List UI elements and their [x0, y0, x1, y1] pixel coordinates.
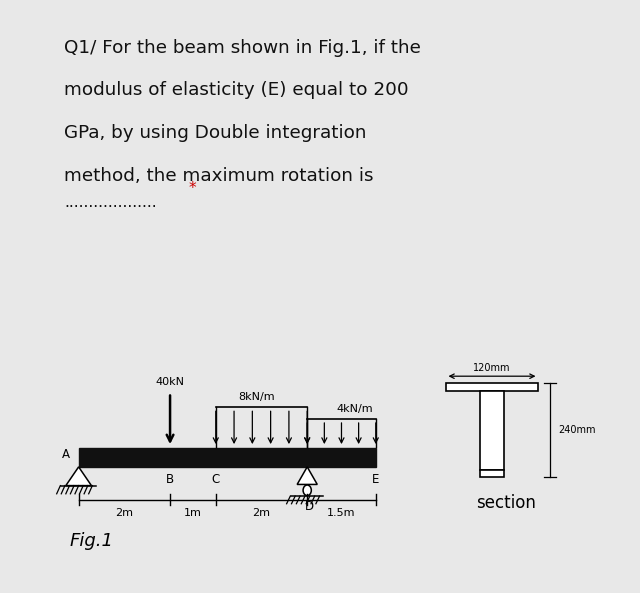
Text: *: * — [189, 181, 196, 196]
Circle shape — [303, 485, 311, 496]
Text: B: B — [166, 473, 174, 486]
Text: ...................: ................... — [64, 195, 157, 209]
Text: GPa, by using Double integration: GPa, by using Double integration — [64, 124, 367, 142]
Bar — [481, 391, 504, 470]
Bar — [481, 470, 504, 477]
Text: 1m: 1m — [184, 508, 202, 518]
Text: A: A — [63, 448, 70, 461]
Text: method, the maximum rotation is: method, the maximum rotation is — [64, 167, 374, 184]
Text: 2m: 2m — [115, 508, 133, 518]
Bar — [445, 383, 538, 391]
Polygon shape — [66, 467, 92, 486]
Text: Fig.1: Fig.1 — [70, 532, 113, 550]
Text: Q1/ For the beam shown in Fig.1, if the: Q1/ For the beam shown in Fig.1, if the — [64, 39, 421, 56]
Text: D: D — [305, 500, 314, 513]
Text: modulus of elasticity (E) equal to 200: modulus of elasticity (E) equal to 200 — [64, 81, 408, 99]
Text: 1.5m: 1.5m — [327, 508, 356, 518]
Text: 4kN/m: 4kN/m — [337, 404, 374, 415]
Text: C: C — [212, 473, 220, 486]
Text: 8kN/m: 8kN/m — [239, 392, 275, 402]
Text: 40kN: 40kN — [156, 377, 184, 387]
Bar — [79, 448, 376, 467]
Polygon shape — [297, 467, 317, 484]
Text: E: E — [372, 473, 380, 486]
Text: 120mm: 120mm — [473, 363, 511, 372]
Text: section: section — [476, 495, 536, 512]
Text: 2m: 2m — [253, 508, 271, 518]
Text: 240mm: 240mm — [558, 425, 596, 435]
